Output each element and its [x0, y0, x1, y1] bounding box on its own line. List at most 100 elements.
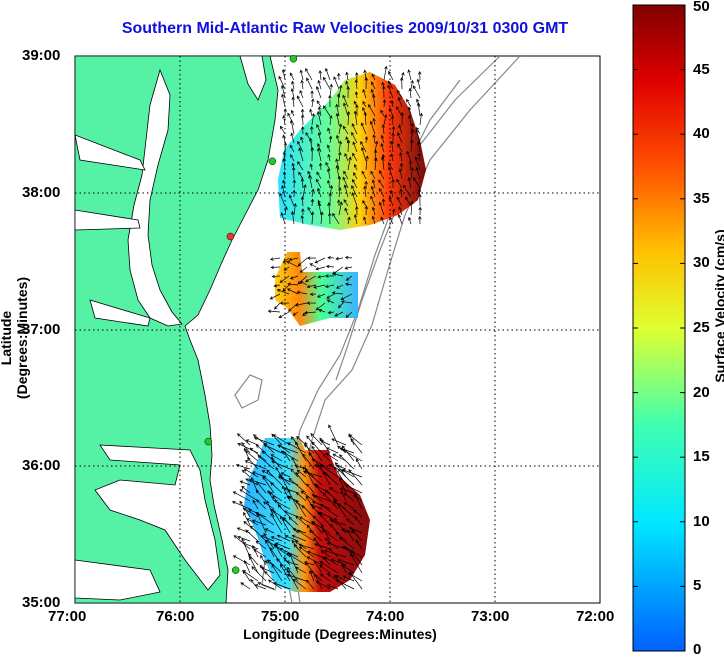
velocity-vector — [317, 143, 322, 153]
velocity-vector — [328, 94, 332, 108]
velocity-vector — [329, 487, 339, 494]
velocity-vector — [319, 561, 339, 574]
velocity-vector — [371, 81, 376, 90]
velocity-vector — [306, 284, 317, 289]
velocity-vector — [231, 500, 251, 510]
velocity-vector — [319, 437, 331, 454]
velocity-vector — [342, 449, 363, 462]
coverage-middle — [275, 252, 358, 326]
velocity-vector — [293, 544, 307, 558]
velocity-vector — [295, 499, 307, 518]
velocity-vector — [311, 188, 315, 198]
velocity-vector — [355, 205, 359, 216]
velocity-vector — [253, 548, 267, 558]
velocity-vector — [371, 179, 376, 189]
velocity-vector — [297, 140, 304, 153]
velocity-vectors — [231, 65, 423, 590]
velocity-vector — [299, 280, 308, 286]
velocity-vector — [326, 542, 347, 550]
map-title: Southern Mid-Atlantic Raw Velocities 200… — [121, 20, 569, 37]
velocity-vector — [348, 469, 363, 486]
velocity-vector — [380, 134, 385, 144]
velocity-vector — [354, 91, 359, 99]
colorbar-tick: 45 — [693, 60, 710, 78]
colorbar-tick: 25 — [693, 319, 710, 336]
velocity-vector — [397, 214, 403, 225]
velocity-vector — [252, 499, 259, 510]
velocity-vector — [406, 150, 412, 162]
velocity-vector — [353, 163, 358, 171]
velocity-vector — [302, 184, 307, 198]
velocity-vector — [345, 71, 349, 81]
velocity-vector — [247, 553, 259, 566]
velocity-vector — [378, 201, 385, 216]
velocity-vector — [309, 570, 323, 582]
velocity-vector — [297, 275, 308, 285]
velocity-vector — [326, 293, 335, 299]
velocity-vector — [335, 112, 340, 126]
velocity-vector — [324, 537, 339, 550]
velocity-vector — [290, 436, 299, 446]
velocity-vector — [342, 546, 363, 558]
velocity-vector — [346, 110, 351, 126]
velocity-vector — [399, 162, 404, 171]
velocity-vector — [292, 189, 296, 198]
velocity-vector — [294, 441, 307, 462]
velocity-vector — [378, 179, 385, 189]
velocity-vector — [314, 543, 331, 550]
velocity-vector — [364, 180, 368, 189]
y-tick: 37:00 — [22, 321, 61, 338]
velocity-vector — [334, 311, 344, 317]
velocity-vector — [323, 105, 331, 117]
velocity-vector — [288, 516, 299, 526]
velocity-vector — [345, 311, 353, 318]
velocity-vector — [282, 517, 299, 534]
velocity-vector — [310, 125, 314, 135]
velocity-vector — [408, 114, 412, 126]
velocity-vector — [380, 216, 385, 225]
x-axis-label: Longitude (Degrees:Minutes) — [243, 626, 437, 642]
velocity-vector — [354, 79, 359, 90]
velocity-vector — [307, 170, 313, 180]
velocity-vector — [342, 94, 349, 108]
velocity-vector — [314, 573, 323, 590]
velocity-vector — [369, 120, 376, 135]
velocity-vector — [286, 260, 299, 268]
velocity-vector — [417, 141, 421, 153]
velocity-vector — [323, 471, 339, 486]
velocity-vector — [310, 521, 331, 534]
velocity-vector — [349, 571, 363, 590]
velocity-vector — [335, 574, 347, 582]
velocity-vector — [396, 178, 403, 189]
velocity-vector — [368, 104, 376, 117]
velocity-vector — [250, 579, 259, 590]
velocity-vector — [344, 152, 349, 162]
velocity-vector — [287, 112, 295, 126]
velocity-vector — [327, 153, 331, 162]
y-tick: 38:00 — [22, 184, 61, 201]
colorbar-tick: 20 — [693, 383, 710, 401]
colorbar-tick: 15 — [693, 448, 710, 466]
velocity-vector — [278, 311, 290, 319]
station-marker — [231, 566, 240, 574]
x-tick: 77:00 — [48, 608, 87, 625]
velocity-vector — [348, 526, 363, 534]
velocity-vector — [390, 99, 394, 108]
velocity-vector — [328, 547, 339, 558]
velocity-vector — [243, 560, 251, 574]
velocity-vector — [274, 302, 281, 310]
velocity-vector — [390, 153, 394, 162]
velocity-vector — [336, 284, 344, 289]
velocity-vector — [363, 216, 367, 225]
velocity-vector — [289, 553, 299, 574]
velocity-vector — [360, 147, 367, 162]
velocity-vector — [296, 95, 304, 108]
velocity-vector — [317, 202, 322, 216]
velocity-vector — [352, 178, 358, 189]
station-marker — [204, 437, 213, 446]
velocity-vector — [263, 532, 275, 550]
velocity-vector — [412, 85, 421, 99]
velocity-vector — [304, 470, 323, 486]
velocity-vector — [310, 211, 315, 225]
velocity-vector — [380, 143, 385, 153]
